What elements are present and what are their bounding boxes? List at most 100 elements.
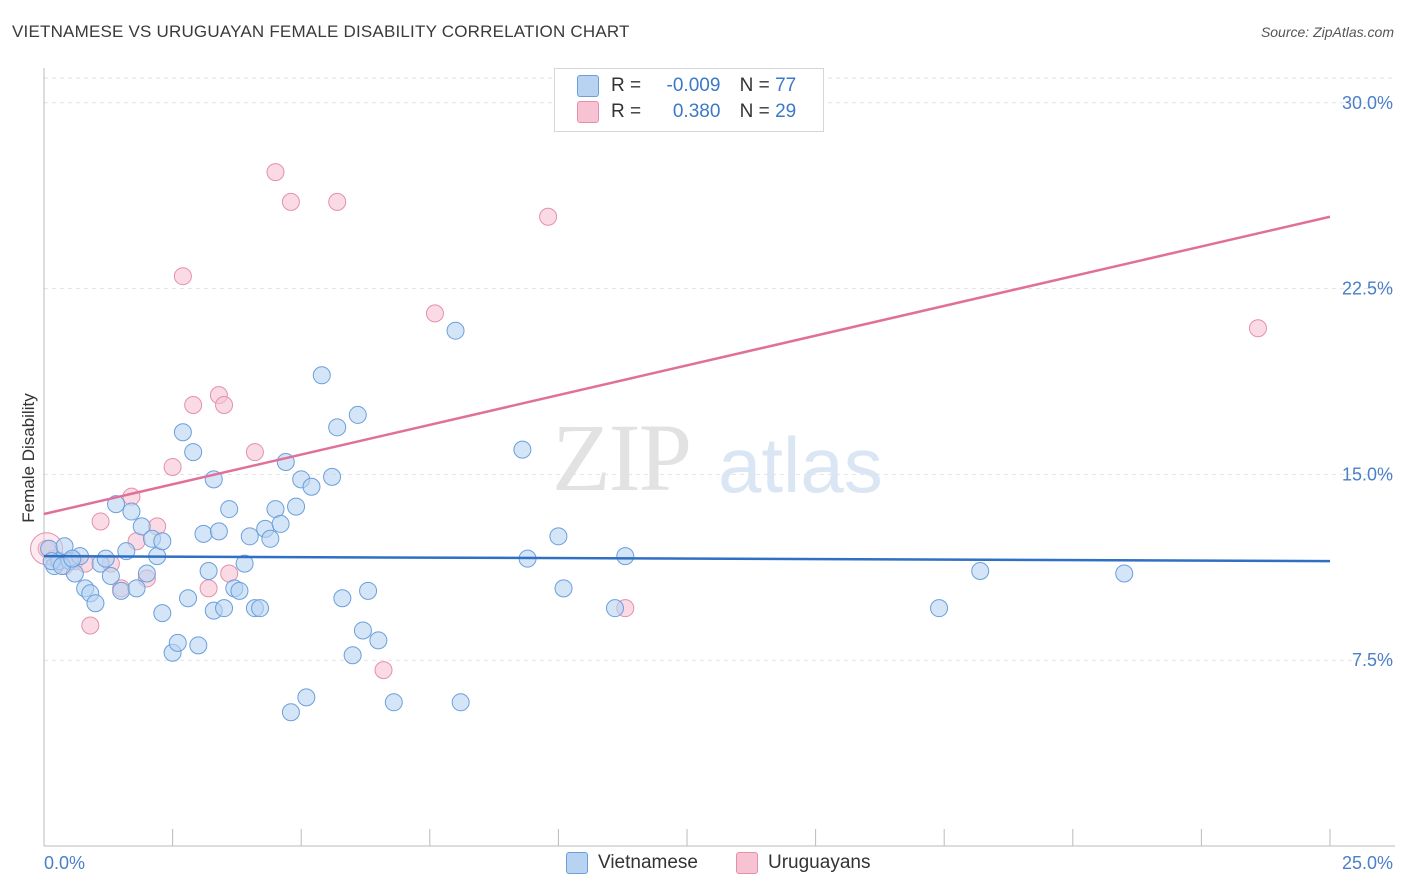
- uruguayan-point: [1248, 319, 1267, 338]
- legend-row-uruguayan: R = 0.380 N = 29: [577, 101, 796, 127]
- legend-r-value: 0.380: [672, 101, 721, 123]
- watermark-zip: ZIP: [552, 404, 692, 511]
- uruguayan-point: [91, 512, 110, 531]
- vietnamese-point: [369, 631, 388, 650]
- vietnamese-point: [179, 589, 198, 608]
- trend-lines: [43, 215, 1331, 563]
- vietnamese-point: [930, 599, 949, 618]
- vietnamese-point: [184, 443, 203, 462]
- vietnamese-point: [312, 366, 331, 385]
- vietnamese-point: [127, 579, 146, 598]
- uruguayan-point: [215, 396, 234, 415]
- correlation-legend: R = -0.009 N = 77 R = 0.380 N = 29: [554, 68, 824, 132]
- vietnamese-point: [153, 604, 172, 623]
- vietnamese-point: [451, 693, 470, 712]
- vietnamese-points: [40, 321, 1134, 722]
- vietnamese-point: [63, 549, 82, 568]
- uruguayan-point: [328, 192, 347, 211]
- vietnamese-point: [199, 562, 218, 581]
- uruguayan-point: [163, 457, 182, 476]
- vietnamese-point: [251, 599, 270, 618]
- axes: [43, 68, 1395, 847]
- uruguayan-point: [425, 304, 444, 323]
- vietnamese-swatch: [577, 75, 599, 97]
- uruguayan-swatch: [577, 101, 599, 123]
- vietnamese-point: [209, 522, 228, 541]
- vietnamese-point: [446, 321, 465, 340]
- y-tick-label: 30.0%: [1342, 93, 1393, 113]
- vietnamese-point: [189, 636, 208, 655]
- vietnamese-point: [132, 517, 151, 536]
- x-tick-label: 0.0%: [44, 853, 85, 873]
- legend-n-value: 77: [775, 75, 797, 97]
- vietnamese-trend-line: [43, 554, 1331, 563]
- vietnamese-point: [168, 633, 187, 652]
- vietnamese-point: [333, 589, 352, 608]
- uruguayan-legend-swatch: [736, 852, 758, 874]
- uruguayan-points: [30, 163, 1267, 680]
- vietnamese-point: [384, 693, 403, 712]
- legend-item-uruguayans: Uruguayans: [736, 852, 870, 874]
- uruguayan-point: [266, 163, 285, 182]
- vietnamese-point: [287, 497, 306, 516]
- vietnamese-point: [281, 703, 300, 722]
- vietnamese-point: [343, 646, 362, 665]
- legend-r-label: R =: [611, 75, 642, 97]
- vietnamese-legend-swatch: [566, 852, 588, 874]
- legend-n-value: 29: [775, 101, 797, 123]
- vietnamese-point: [86, 594, 105, 613]
- vietnamese-point: [328, 418, 347, 437]
- legend-label-uruguayans: Uruguayans: [768, 852, 871, 874]
- legend-label-vietnamese: Vietnamese: [598, 852, 698, 874]
- vietnamese-point: [554, 579, 573, 598]
- vietnamese-point: [1115, 564, 1134, 583]
- vietnamese-point: [297, 688, 316, 707]
- vietnamese-point: [348, 405, 367, 424]
- vietnamese-point: [261, 529, 280, 548]
- y-tick-label: 7.5%: [1352, 650, 1393, 670]
- vietnamese-point: [153, 532, 172, 551]
- series-legend: Vietnamese Uruguayans: [0, 852, 1406, 878]
- legend-n-label: N =: [739, 101, 770, 123]
- legend-r-label: R =: [611, 101, 642, 123]
- vietnamese-point: [302, 477, 321, 496]
- uruguayan-point: [81, 616, 100, 635]
- vietnamese-point: [359, 581, 378, 600]
- vietnamese-point: [194, 524, 213, 543]
- uruguayan-point: [173, 267, 192, 286]
- uruguayan-point: [374, 661, 393, 680]
- watermark-atlas: atlas: [718, 421, 883, 509]
- vietnamese-point: [230, 581, 249, 600]
- y-tick-label: 15.0%: [1342, 464, 1393, 484]
- vietnamese-point: [96, 549, 115, 568]
- y-tick-label: 22.5%: [1342, 279, 1393, 299]
- vietnamese-point: [101, 566, 120, 585]
- uruguayan-point: [184, 396, 203, 415]
- legend-row-vietnamese: R = -0.009 N = 77: [577, 75, 796, 101]
- x-tick-label: 25.0%: [1342, 853, 1393, 873]
- uruguayan-point: [539, 207, 558, 226]
- uruguayan-point: [281, 192, 300, 211]
- tick-labels: 7.5% 15.0% 22.5% 30.0% 0.0% 25.0% Female Disab…: [19, 93, 1393, 873]
- legend-n-label: N =: [739, 75, 770, 97]
- vietnamese-point: [240, 527, 259, 546]
- chart-title: VIETNAMESE VS URUGUAYAN FEMALE DISABILIT…: [12, 22, 630, 41]
- vietnamese-point: [323, 467, 342, 486]
- vietnamese-point: [353, 621, 372, 640]
- vietnamese-point: [112, 581, 131, 600]
- vietnamese-point: [513, 440, 532, 459]
- vietnamese-point: [122, 502, 141, 521]
- grid-lines: [44, 77, 1395, 661]
- vietnamese-point: [971, 562, 990, 581]
- vietnamese-point: [220, 500, 239, 519]
- vietnamese-point: [616, 547, 635, 566]
- legend-item-vietnamese: Vietnamese: [566, 852, 698, 874]
- uruguayan-point: [199, 579, 218, 598]
- uruguayan-trend-line: [43, 215, 1331, 516]
- source-label: Source: ZipAtlas.com: [1260, 24, 1394, 40]
- vietnamese-point: [271, 514, 290, 533]
- vietnamese-point: [107, 495, 126, 514]
- vietnamese-point: [137, 564, 156, 583]
- vietnamese-point: [173, 423, 192, 442]
